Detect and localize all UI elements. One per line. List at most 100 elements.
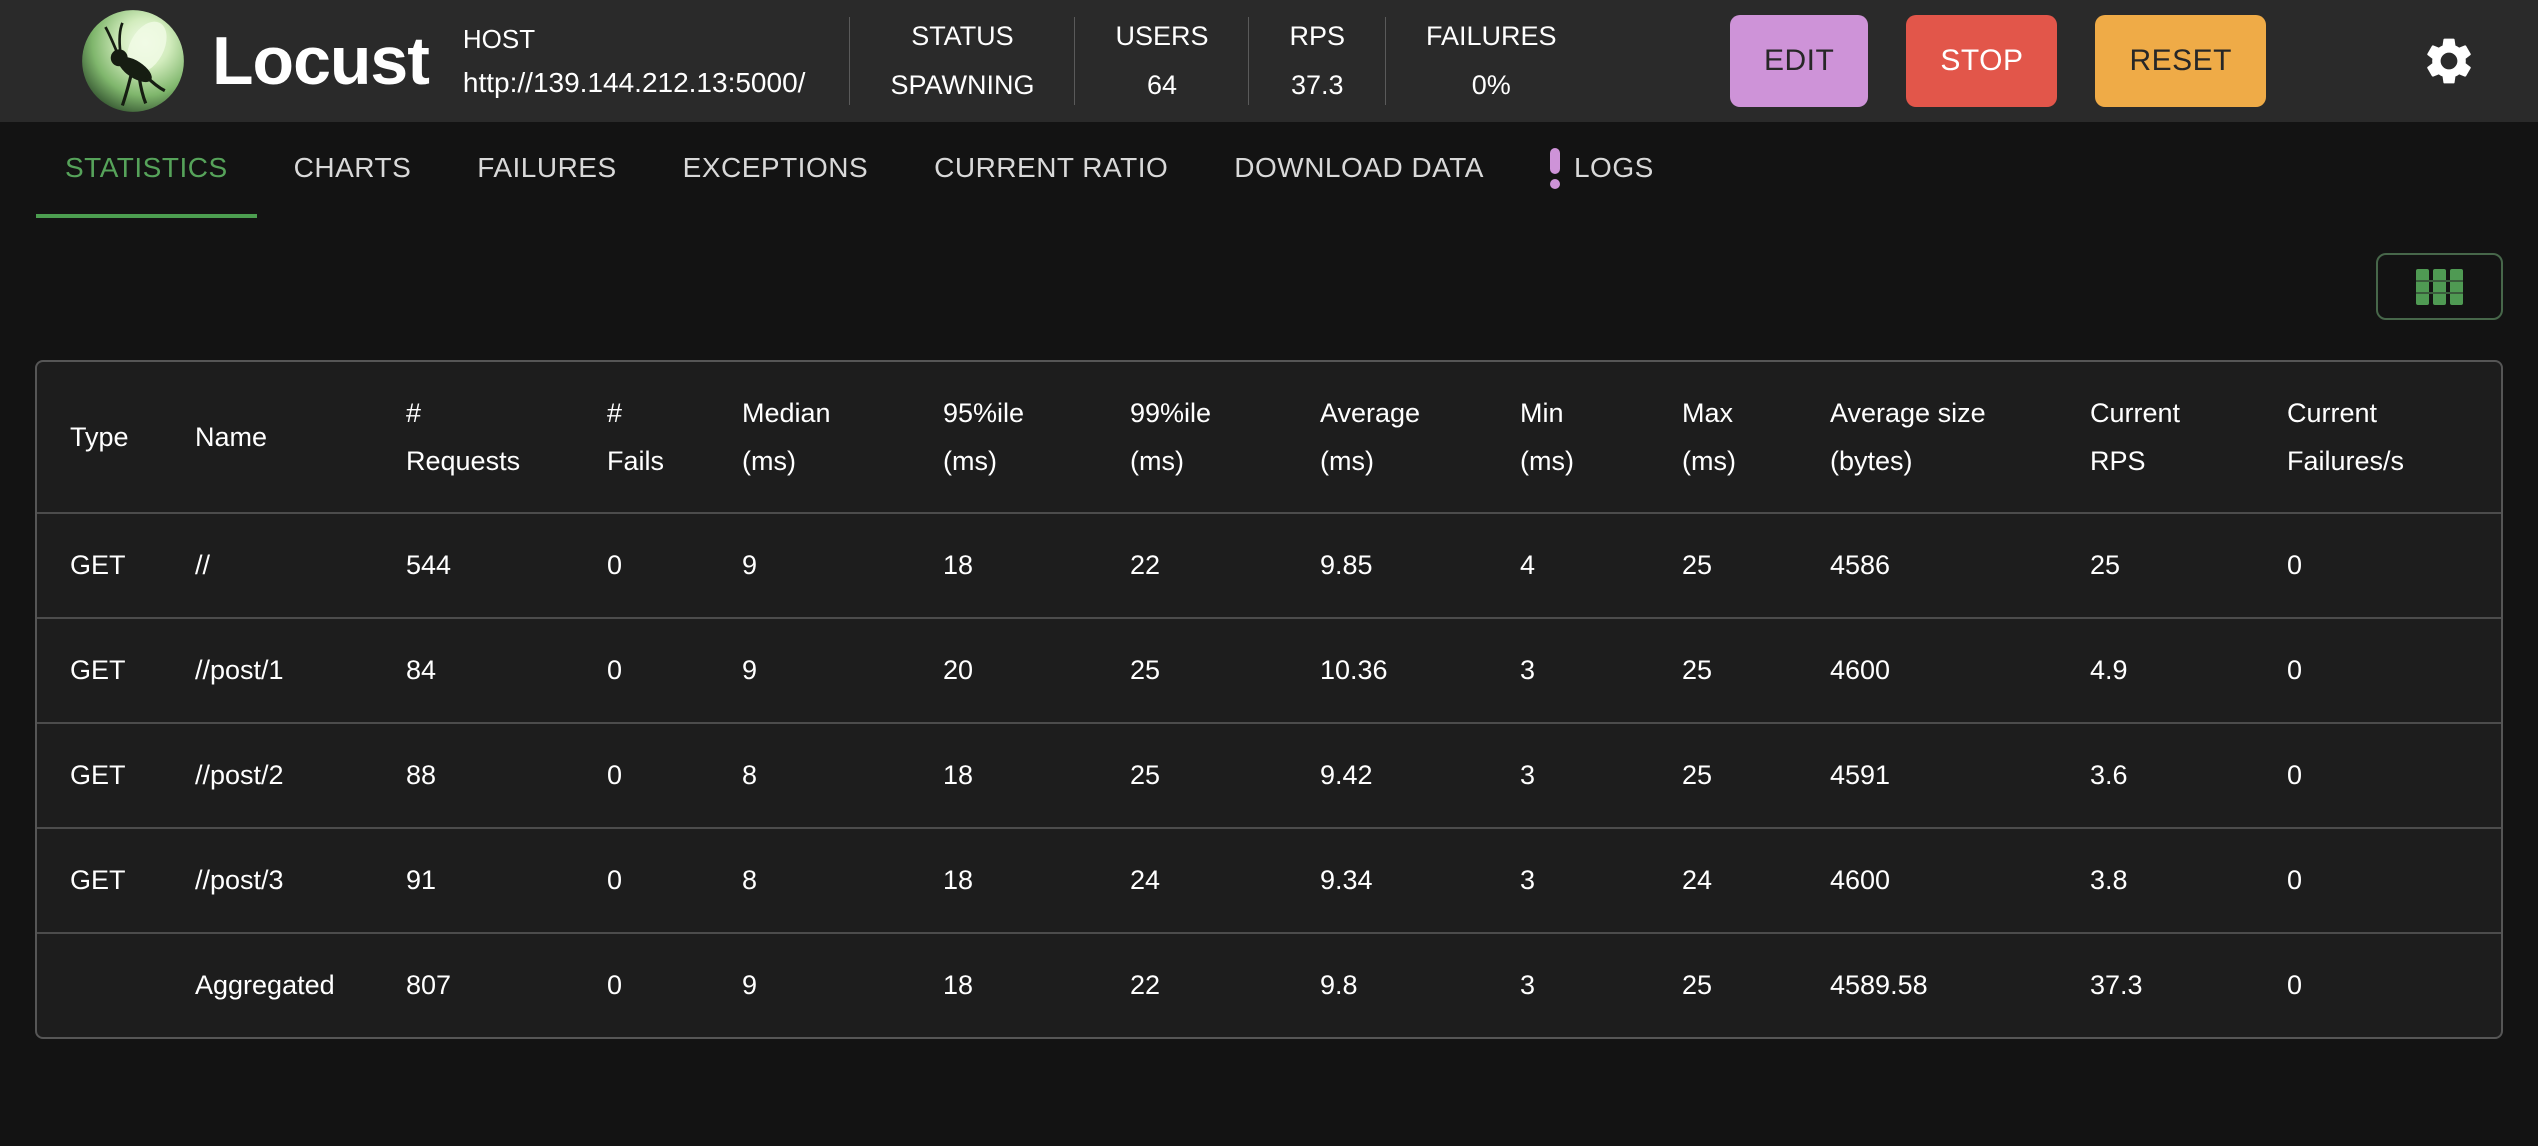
columns-icon <box>2415 268 2463 305</box>
cell-name: Aggregated <box>195 970 335 1000</box>
locust-logo-icon[interactable] <box>80 8 186 114</box>
cell-min: 3 <box>1520 655 1536 685</box>
cell-name: //post/1 <box>195 655 284 685</box>
table-row: GET // 544 0 9 18 22 9.85 4 25 4586 25 0 <box>37 512 2501 617</box>
tab-download-data[interactable]: DOWNLOAD DATA <box>1234 152 1484 183</box>
cell-95ile: 18 <box>943 865 974 895</box>
cell-avg-size: 4600 <box>1830 865 1891 895</box>
col-header-type[interactable]: Type <box>70 422 129 452</box>
gear-icon <box>2427 38 2471 84</box>
col-header-min[interactable]: Min (ms) <box>1520 398 1574 476</box>
cell-current-failures: 0 <box>2287 550 2303 580</box>
cell-max: 24 <box>1682 865 1713 895</box>
col-header-average[interactable]: Average (ms) <box>1320 398 1421 476</box>
cell-average: 9.42 <box>1320 760 1373 790</box>
cell-fails: 0 <box>607 655 623 685</box>
col-header-max[interactable]: Max (ms) <box>1682 398 1736 476</box>
exclamation-icon <box>1549 147 1560 189</box>
cell-99ile: 24 <box>1130 865 1161 895</box>
app-header: Locust HOST http://139.144.212.13:5000/ … <box>0 0 2538 122</box>
cell-name: // <box>195 550 211 580</box>
cell-min: 4 <box>1520 550 1536 580</box>
cell-requests: 807 <box>406 970 452 1000</box>
tab-logs-label: LOGS <box>1573 152 1654 183</box>
cell-current-failures: 0 <box>2287 760 2303 790</box>
host-label: HOST <box>462 23 536 54</box>
tab-current-ratio[interactable]: CURRENT RATIO <box>934 152 1169 183</box>
stat-status-label: STATUS <box>911 21 1014 51</box>
col-header-99ile[interactable]: 99%ile (ms) <box>1130 398 1212 476</box>
col-header-current-rps[interactable]: Current RPS <box>2090 398 2181 476</box>
table-row: GET //post/2 88 0 8 18 25 9.42 3 25 4591… <box>37 722 2501 827</box>
table-row: GET //post/1 84 0 9 20 25 10.36 3 25 460… <box>37 617 2501 722</box>
cell-average: 9.85 <box>1320 550 1373 580</box>
cell-95ile: 18 <box>943 550 974 580</box>
col-header-median[interactable]: Median (ms) <box>742 398 831 476</box>
stat-failures-value: 0% <box>1471 70 1511 100</box>
tab-charts[interactable]: CHARTS <box>293 152 412 183</box>
edit-button[interactable]: EDIT <box>1729 15 1869 107</box>
reset-button[interactable]: RESET <box>2095 15 2266 107</box>
cell-min: 3 <box>1520 865 1536 895</box>
cell-average: 9.34 <box>1320 865 1373 895</box>
tab-bar: STATISTICS CHARTS FAILURES EXCEPTIONS CU… <box>0 122 2538 218</box>
cell-median: 8 <box>742 865 758 895</box>
col-header-avg-size[interactable]: Average size (bytes) <box>1830 398 1986 476</box>
cell-99ile: 22 <box>1130 970 1161 1000</box>
host-block: HOST http://139.144.212.13:5000/ <box>463 24 806 99</box>
col-header-95ile[interactable]: 95%ile (ms) <box>943 398 1025 476</box>
tab-logs[interactable]: LOGS <box>1521 122 1683 218</box>
stop-button[interactable]: STOP <box>1906 15 2058 107</box>
cell-fails: 0 <box>607 970 623 1000</box>
cell-avg-size: 4589.58 <box>1830 970 1928 1000</box>
cell-99ile: 25 <box>1130 655 1161 685</box>
stat-rps-value: 37.3 <box>1290 70 1344 100</box>
cell-requests: 544 <box>406 550 452 580</box>
table-body: GET // 544 0 9 18 22 9.85 4 25 4586 25 0… <box>37 512 2501 1037</box>
header-stats: STATUS SPAWNING USERS 64 RPS 37.3 FAILUR… <box>849 17 1596 105</box>
settings-button[interactable] <box>2420 32 2478 90</box>
col-header-name[interactable]: Name <box>195 422 268 452</box>
cell-requests: 91 <box>406 865 437 895</box>
tab-exceptions[interactable]: EXCEPTIONS <box>682 152 869 183</box>
cell-current-failures: 0 <box>2287 655 2303 685</box>
stat-status: STATUS SPAWNING <box>849 17 1074 105</box>
cell-min: 3 <box>1520 760 1536 790</box>
col-header-fails[interactable]: # Fails <box>607 398 665 476</box>
col-header-current-failures[interactable]: Current Failures/s <box>2287 398 2405 476</box>
cell-min: 3 <box>1520 970 1536 1000</box>
stat-rps-label: RPS <box>1289 21 1346 51</box>
stat-failures: FAILURES 0% <box>1385 17 1597 105</box>
table-toolbar <box>35 253 2503 320</box>
cell-median: 9 <box>742 655 758 685</box>
cell-average: 10.36 <box>1320 655 1388 685</box>
cell-fails: 0 <box>607 760 623 790</box>
cell-max: 25 <box>1682 970 1713 1000</box>
host-url: http://139.144.212.13:5000/ <box>462 66 806 98</box>
cell-fails: 0 <box>607 550 623 580</box>
col-header-requests[interactable]: # Requests <box>406 398 521 476</box>
cell-95ile: 18 <box>943 970 974 1000</box>
cell-requests: 84 <box>406 655 437 685</box>
cell-max: 25 <box>1682 550 1713 580</box>
tab-failures[interactable]: FAILURES <box>477 152 617 183</box>
stat-users-value: 64 <box>1146 70 1177 100</box>
cell-average: 9.8 <box>1320 970 1358 1000</box>
cell-max: 25 <box>1682 760 1713 790</box>
cell-current-failures: 0 <box>2287 970 2303 1000</box>
cell-type: GET <box>70 550 126 580</box>
column-settings-button[interactable] <box>2376 253 2503 320</box>
cell-avg-size: 4600 <box>1830 655 1891 685</box>
table-header-row: Type Name # Requests # Fails Median (ms) 95… <box>37 362 2501 512</box>
cell-max: 25 <box>1682 655 1713 685</box>
cell-median: 8 <box>742 760 758 790</box>
cell-median: 9 <box>742 550 758 580</box>
cell-current-failures: 0 <box>2287 865 2303 895</box>
statistics-table: Type Name # Requests # Fails Median (ms) 95… <box>35 360 2503 1039</box>
stat-users: USERS 64 <box>1074 17 1248 105</box>
stat-status-value: SPAWNING <box>890 70 1035 100</box>
cell-fails: 0 <box>607 865 623 895</box>
cell-current-rps: 25 <box>2090 550 2121 580</box>
tab-statistics[interactable]: STATISTICS <box>36 122 257 218</box>
table-row: Aggregated 807 0 9 18 22 9.8 3 25 4589.5… <box>37 932 2501 1037</box>
